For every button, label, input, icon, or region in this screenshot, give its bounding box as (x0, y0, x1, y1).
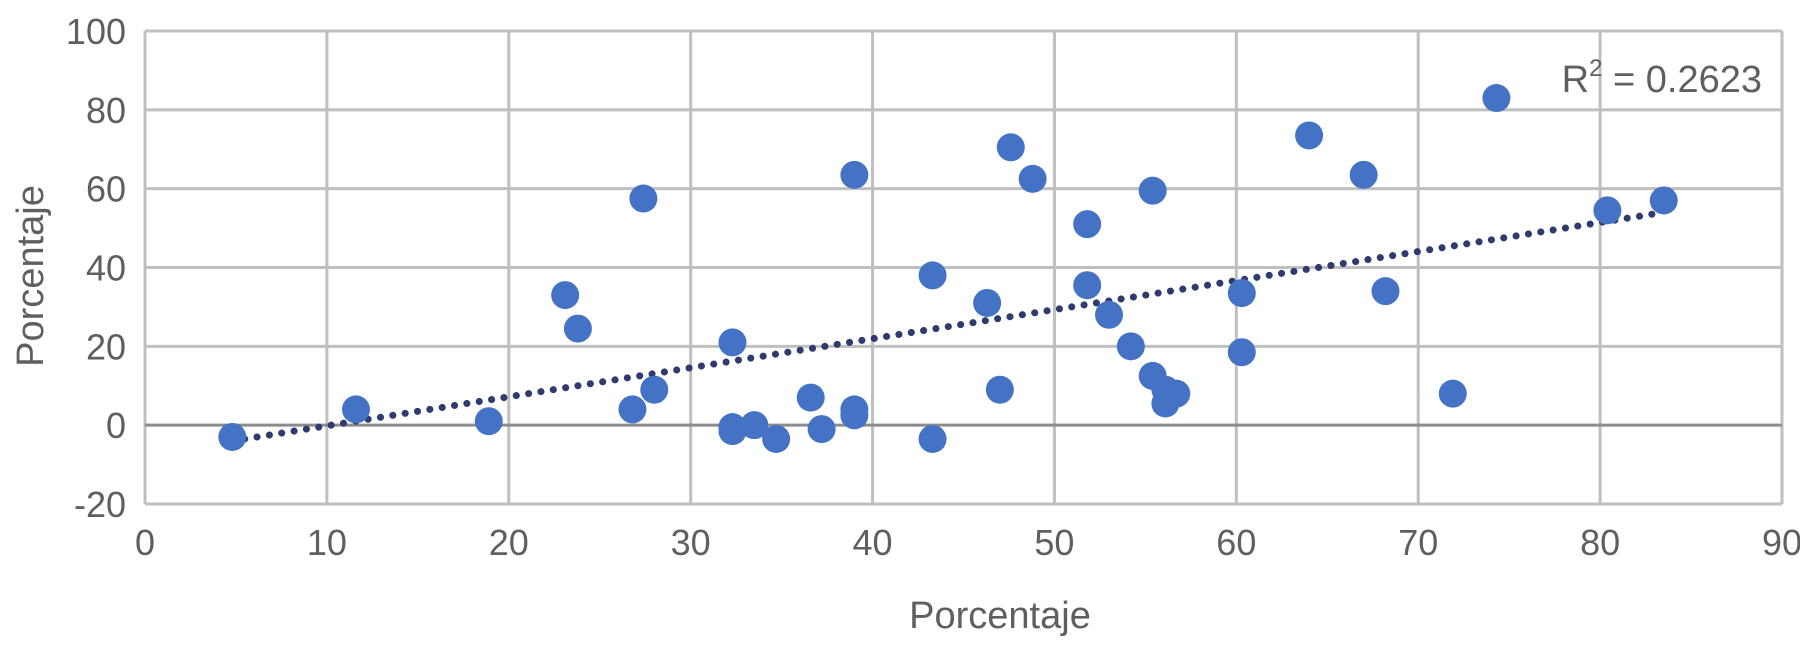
data-point (918, 424, 947, 453)
x-tick-label: 0 (135, 522, 155, 563)
x-tick-label: 70 (1398, 522, 1438, 563)
data-point (918, 261, 947, 290)
gridlines (143, 29, 1784, 506)
data-point (718, 417, 747, 446)
data-point (1073, 210, 1102, 239)
data-point (629, 184, 658, 213)
x-tick-label: 50 (1034, 522, 1074, 563)
data-point (718, 328, 747, 357)
data-point (996, 133, 1025, 162)
r-squared-prefix: R (1562, 59, 1589, 101)
trendline (228, 208, 1668, 445)
x-tick-label: 60 (1216, 522, 1256, 563)
data-point (1073, 271, 1102, 300)
data-point (640, 375, 669, 404)
data-point (474, 407, 503, 436)
x-tick-label: 10 (307, 522, 347, 563)
y-tick-label: 20 (86, 326, 126, 367)
data-point (973, 288, 1002, 317)
data-point (1593, 196, 1622, 225)
x-tick-label: 40 (853, 522, 893, 563)
y-axis-title: Porcentaje (10, 185, 52, 367)
data-point (1482, 84, 1511, 113)
data-point (218, 422, 247, 451)
data-point (1162, 379, 1191, 408)
y-tick-label: 100 (66, 11, 126, 52)
data-point (1116, 332, 1145, 361)
y-tick-label: 40 (86, 248, 126, 289)
data-point (1227, 338, 1256, 367)
x-tick-labels: 0 10 20 30 40 50 60 70 80 90 (135, 522, 1800, 563)
data-point (796, 383, 825, 412)
y-tick-label: -20 (74, 484, 126, 525)
r-squared-label: R2 = 0.2623 (1562, 55, 1762, 101)
data-point (762, 424, 791, 453)
data-point (840, 401, 869, 430)
r-squared-exponent: 2 (1589, 55, 1602, 82)
data-point (551, 281, 580, 310)
data-point (807, 415, 836, 444)
data-point (740, 411, 769, 440)
data-point (1349, 160, 1378, 189)
r-squared-value: = 0.2623 (1602, 59, 1762, 101)
data-points (218, 84, 1678, 453)
x-tick-label: 80 (1580, 522, 1620, 563)
data-point (1438, 379, 1467, 408)
y-tick-label: 60 (86, 169, 126, 210)
data-point (618, 395, 647, 424)
x-tick-label: 20 (489, 522, 529, 563)
x-tick-label: 90 (1762, 522, 1800, 563)
y-tick-label: 80 (86, 90, 126, 131)
data-point (1371, 277, 1400, 306)
y-tick-labels: -20 0 20 40 60 80 100 (66, 11, 126, 525)
data-point (1227, 279, 1256, 308)
x-axis-title: Porcentaje (909, 595, 1091, 637)
data-point (1649, 186, 1678, 215)
data-point (341, 395, 370, 424)
data-point (563, 314, 592, 343)
y-tick-label: 0 (106, 405, 126, 446)
data-point (1295, 121, 1324, 150)
x-tick-label: 30 (671, 522, 711, 563)
data-point (985, 375, 1014, 404)
data-point (840, 160, 869, 189)
data-point (1095, 300, 1124, 329)
data-point (1138, 176, 1167, 205)
data-point (1018, 164, 1047, 193)
